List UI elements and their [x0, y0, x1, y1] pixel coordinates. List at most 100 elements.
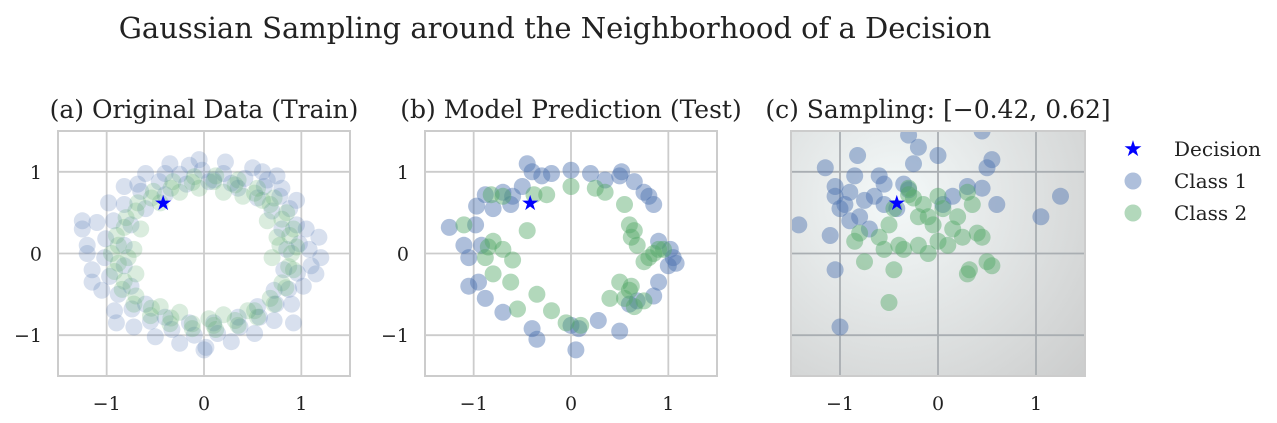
class1-point: [244, 159, 262, 177]
decision-star-icon: ★: [154, 191, 173, 215]
class1-point: [229, 308, 247, 326]
class1-point: [137, 200, 155, 218]
class1-point: [146, 328, 164, 346]
class1-point: [185, 326, 203, 344]
class2-point: [484, 265, 502, 283]
figure-title: Gaussian Sampling around the Neighborhoo…: [119, 11, 992, 45]
class1-point: [137, 165, 155, 182]
class2-point: [115, 272, 133, 290]
class2-point: [482, 186, 500, 204]
class2-point: [476, 249, 494, 267]
class2-point: [622, 277, 640, 295]
class2-point: [109, 236, 127, 254]
class1-point: [1032, 208, 1050, 226]
class2-point: [960, 261, 978, 279]
class1-point: [78, 236, 96, 254]
x-tick-label: −1: [93, 393, 121, 415]
class1-point: [661, 240, 679, 258]
class2-point: [944, 220, 962, 238]
class1-point: [988, 196, 1006, 213]
y-tick-label: 0: [397, 244, 409, 266]
class1-point: [628, 292, 646, 310]
x-tick-label: 0: [932, 393, 944, 415]
class1-point: [650, 232, 668, 250]
class2-point: [162, 179, 180, 197]
class2-point: [968, 224, 986, 242]
class1-point: [821, 227, 839, 244]
class1-point: [288, 216, 305, 234]
class1-point: [288, 191, 305, 209]
class2-point: [263, 249, 281, 267]
class1-point: [836, 196, 854, 213]
class2-point: [611, 273, 629, 291]
class1-point: [851, 208, 869, 226]
class1-point: [816, 159, 834, 177]
class2-point: [183, 315, 201, 333]
class2-point: [640, 249, 658, 267]
class2-point: [207, 167, 225, 185]
class1-point: [502, 196, 520, 213]
class1-point: [562, 316, 580, 334]
legend-decision-label: Decision: [1174, 137, 1261, 161]
class2-point: [895, 240, 913, 258]
class1-point: [249, 189, 266, 207]
class2-point: [973, 228, 991, 246]
class1-point: [178, 175, 195, 193]
class1-point: [115, 196, 133, 213]
class2-point: [455, 216, 473, 234]
class1-point: [231, 318, 249, 336]
class1-point: [856, 191, 873, 209]
x-tick-label: 1: [295, 393, 307, 415]
class2-point: [142, 307, 159, 325]
class2-point: [900, 179, 918, 197]
class1-point: [205, 171, 223, 189]
class2-point: [528, 285, 546, 303]
class1-point: [504, 187, 522, 205]
class1-point: [132, 182, 150, 200]
class1-point: [83, 273, 101, 291]
class1-point: [905, 155, 922, 173]
class2-point: [280, 258, 298, 276]
class2-point: [142, 189, 160, 207]
class2-point: [628, 236, 646, 254]
panel-original-data: ★ −1 0 1 −1 0 1 (a) Original Data (Train): [14, 95, 358, 415]
class2-point: [129, 194, 147, 212]
class1-point: [273, 220, 291, 238]
panel-title: (c) Sampling: [−0.42, 0.62]: [765, 95, 1110, 124]
class2-point: [239, 302, 257, 320]
class2-point: [538, 186, 556, 204]
class2-point: [265, 189, 283, 207]
x-tick-label: 1: [1030, 393, 1042, 415]
class2-point: [127, 202, 145, 220]
class1-point: [195, 341, 213, 359]
class2-point: [504, 251, 522, 269]
class2-point: [161, 315, 179, 333]
class2-point: [285, 261, 302, 279]
class1-point: [460, 277, 478, 295]
class1-point: [190, 151, 208, 169]
class1-point: [826, 261, 844, 279]
class2-point: [283, 245, 301, 262]
class2-point: [851, 224, 869, 242]
class1-point: [484, 200, 502, 218]
class1-point: [180, 156, 198, 174]
class1-point: [115, 178, 133, 195]
class1-point: [222, 174, 240, 192]
class1-point: [180, 314, 198, 332]
class1-point: [513, 178, 531, 195]
class2-point: [586, 179, 604, 197]
class1-point: [846, 167, 864, 185]
class1-point: [265, 312, 283, 329]
class1-point: [664, 249, 682, 267]
class2-point: [144, 182, 162, 200]
class1-point: [122, 216, 140, 234]
class1-point: [888, 200, 906, 218]
class1-point: [142, 312, 159, 330]
class2-point: [258, 212, 276, 230]
class2-point: [870, 228, 888, 246]
class2-point: [107, 227, 125, 244]
class2-point: [620, 281, 638, 299]
class2-point: [572, 316, 590, 334]
class1-point: [909, 138, 927, 156]
